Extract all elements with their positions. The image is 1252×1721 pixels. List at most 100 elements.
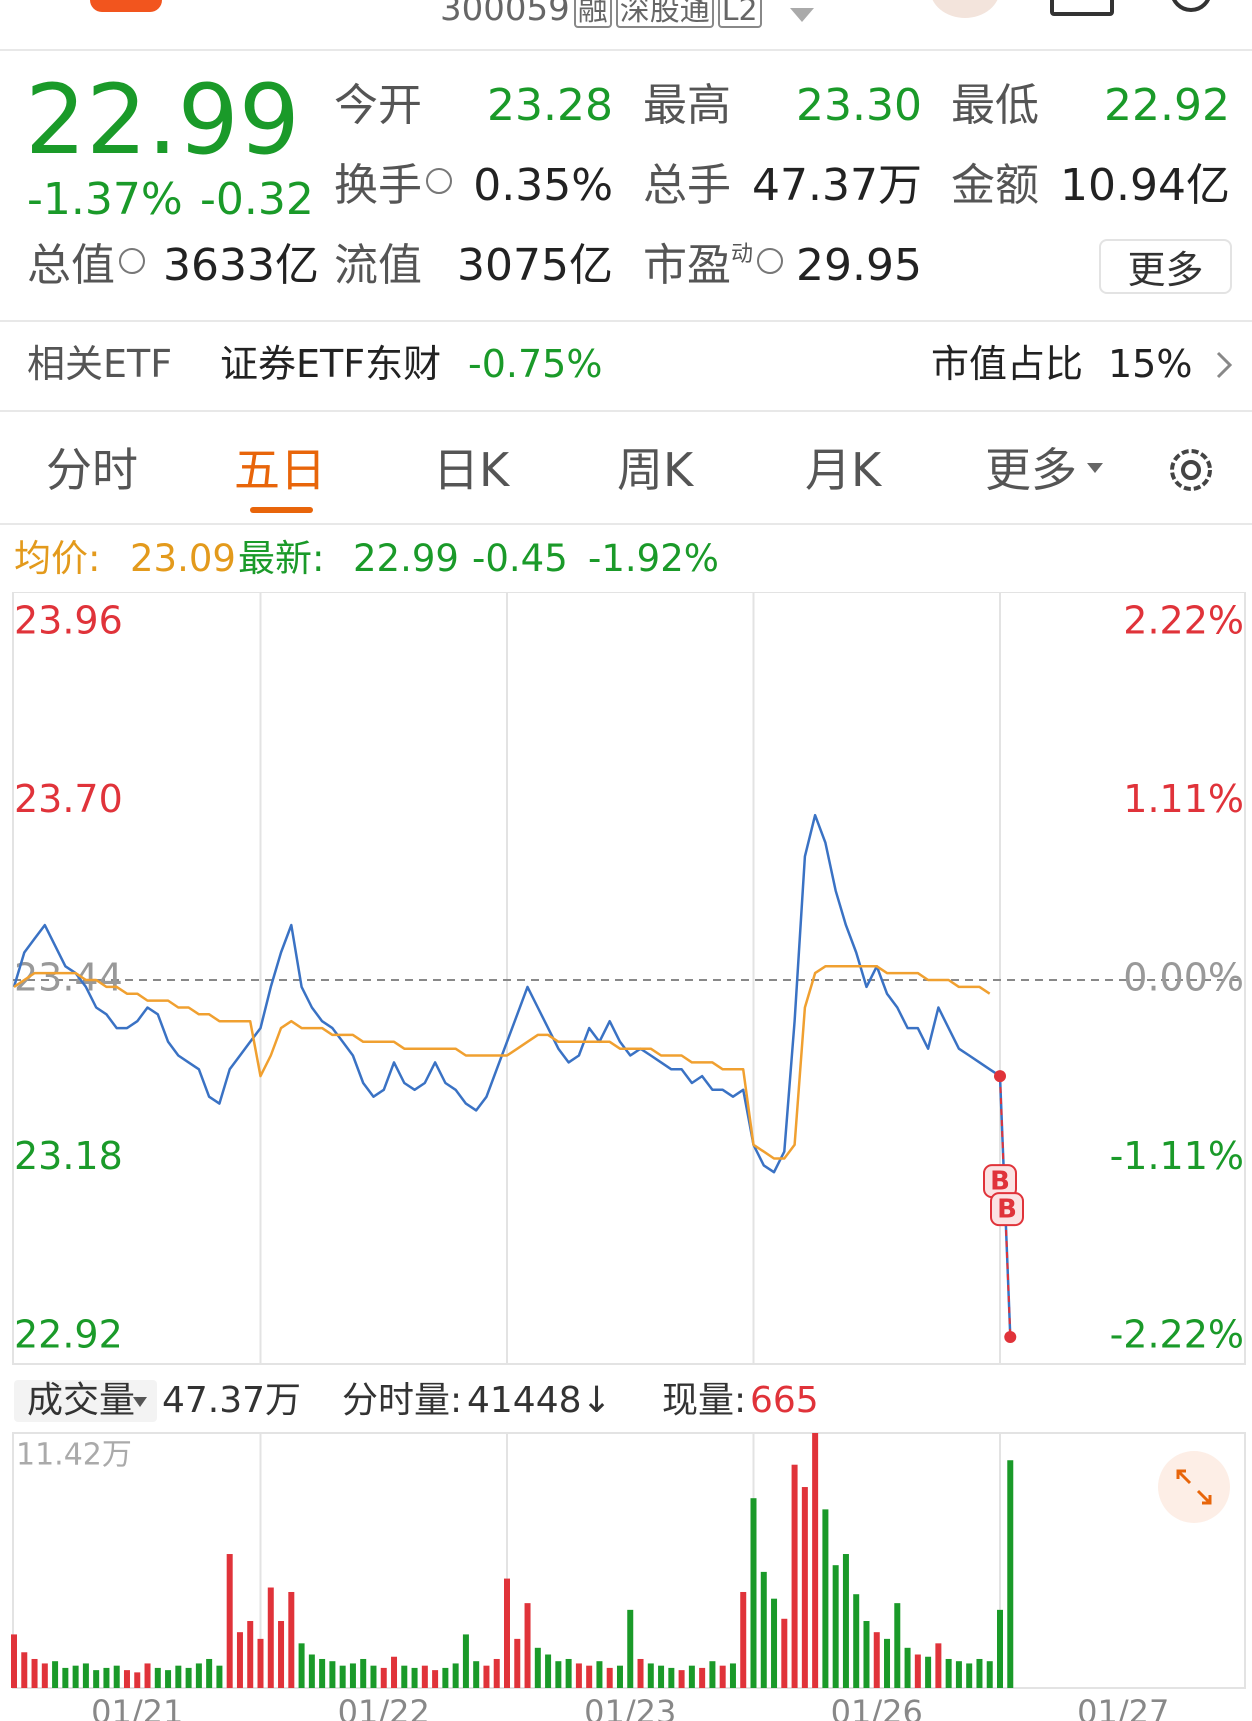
date-label: 01/27	[1077, 1693, 1169, 1721]
price: 22.99	[25, 64, 300, 176]
volume-bar	[565, 1658, 572, 1688]
stat-value: 29.95	[796, 240, 922, 291]
volume-bar	[637, 1658, 644, 1688]
info-icon[interactable]	[426, 168, 452, 194]
volume-bar	[401, 1665, 408, 1688]
volume-bar	[226, 1554, 233, 1688]
volume-bar	[688, 1665, 695, 1688]
volume-bar	[812, 1433, 819, 1688]
icon[interactable]	[1050, 0, 1114, 16]
volume-bar	[278, 1621, 285, 1688]
tab[interactable]: 分时	[46, 443, 138, 497]
latest-dot	[1004, 1331, 1017, 1343]
volume-bar	[514, 1638, 521, 1688]
volume-bar	[103, 1667, 110, 1688]
dropdown-arrow	[133, 1397, 147, 1407]
stat-value: 10.94亿	[1060, 160, 1230, 211]
settings-icon[interactable]	[1163, 442, 1219, 498]
tab-active[interactable]: 五日	[234, 443, 326, 497]
minute-volume-label: 分时量:	[342, 1380, 462, 1421]
volume-bar	[555, 1661, 562, 1688]
tab-underline	[250, 507, 313, 513]
marker-label: B	[990, 1167, 1010, 1197]
expand-button[interactable]	[1158, 1451, 1230, 1523]
volume-bar	[668, 1667, 675, 1688]
volume-bar	[575, 1663, 582, 1688]
stat-value: 47.37万	[752, 160, 922, 211]
badge	[90, 0, 162, 12]
volume-bar	[175, 1665, 182, 1688]
volume-bar	[93, 1670, 100, 1688]
trade-marker: B	[990, 1192, 1024, 1227]
volume-bar	[801, 1487, 808, 1688]
volume-bar	[740, 1591, 747, 1688]
volume-bar	[822, 1509, 829, 1688]
volume-bar	[935, 1643, 942, 1688]
stock-code[interactable]: 300059 融深股通 L2	[440, 0, 762, 28]
stat-value: 22.92	[1104, 80, 1230, 131]
stat-label: 流值	[334, 240, 422, 291]
dropdown-arrow[interactable]	[790, 8, 814, 22]
volume-bar	[82, 1663, 89, 1688]
chevron[interactable]	[1214, 350, 1234, 380]
avg-line	[13, 965, 991, 1160]
volume-selector[interactable]	[14, 1380, 157, 1422]
y-tick-label: 22.92	[14, 1313, 123, 1357]
volume-bar	[308, 1654, 315, 1688]
y-tick-label: 23.18	[14, 1134, 123, 1178]
tag: 深股通	[615, 0, 714, 28]
stat-label: 最低	[951, 80, 1039, 131]
volume-bar	[719, 1665, 726, 1688]
y2-tick-label: 0.00%	[1123, 956, 1244, 1000]
volume-bar	[31, 1658, 38, 1688]
chart: 成交量 47.37万 分时量: 41448↓ 现量: 665 01/21 01/2…	[11, 592, 1246, 1721]
volume-bar	[195, 1663, 202, 1688]
avatar[interactable]	[930, 0, 1000, 18]
volume-bar	[349, 1663, 356, 1688]
stat-label: 总值	[27, 244, 145, 288]
volume-bar	[771, 1598, 778, 1688]
volume-bar	[853, 1594, 860, 1688]
etf-change: -0.75%	[468, 342, 603, 386]
volume-bar	[72, 1665, 79, 1688]
tab[interactable]: 更多	[985, 443, 1077, 497]
volume-bar	[966, 1663, 973, 1688]
volume-bar	[760, 1571, 767, 1688]
dropdown-arrow	[1087, 463, 1103, 473]
volume-bar	[329, 1661, 336, 1688]
volume-bar	[884, 1638, 891, 1688]
marker-label: B	[997, 1195, 1017, 1225]
stat-label: 金额	[951, 160, 1039, 211]
volume-bar	[236, 1632, 243, 1688]
volume-bar	[113, 1665, 120, 1688]
etf-name[interactable]: 证券ETF东财	[220, 342, 442, 386]
volume-bar	[729, 1663, 736, 1688]
volume-bar	[791, 1464, 798, 1688]
volume-bar	[123, 1670, 130, 1688]
volume-label[interactable]: 成交量	[27, 1380, 135, 1421]
volume-bar	[154, 1667, 161, 1688]
minute-volume: 41448↓	[467, 1380, 612, 1421]
latest-label: 最新:	[238, 537, 325, 580]
volume-bar	[976, 1658, 983, 1688]
y2-tick-label: -2.22%	[1110, 1313, 1244, 1357]
volume-bar	[596, 1661, 603, 1688]
volume-bar	[586, 1665, 593, 1688]
change: -0.32	[200, 174, 314, 225]
info-icon[interactable]	[757, 248, 784, 274]
ratio: 15%	[1108, 342, 1193, 386]
tab[interactable]: 月K	[805, 443, 882, 497]
volume-bar	[11, 1634, 17, 1688]
volume-tick-label: 11.42万	[16, 1438, 132, 1473]
stat-label: 换手	[334, 164, 452, 208]
more-button[interactable]: 更多	[1099, 239, 1232, 294]
search-icon[interactable]	[1170, 0, 1212, 12]
volume-bar	[432, 1670, 439, 1688]
date-label: 01/21	[91, 1693, 183, 1721]
tab[interactable]: 日K	[433, 443, 510, 497]
info-icon[interactable]	[119, 248, 145, 274]
latest-dot	[994, 1070, 1006, 1083]
tab[interactable]: 周K	[617, 443, 694, 497]
volume-bar	[493, 1658, 500, 1688]
volume-bar	[267, 1587, 274, 1688]
